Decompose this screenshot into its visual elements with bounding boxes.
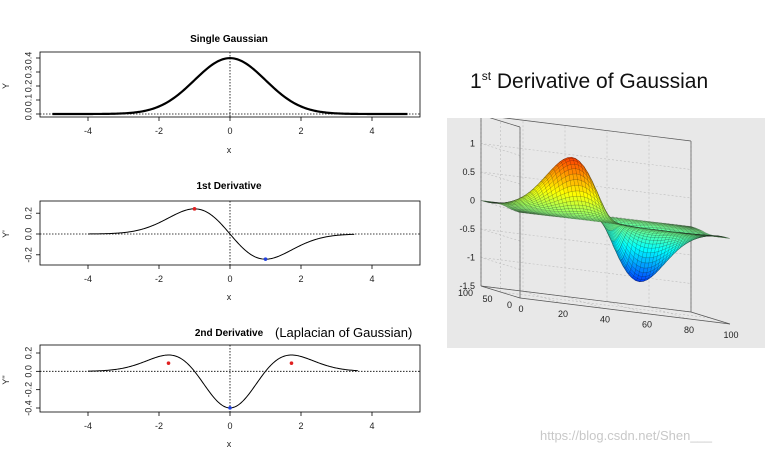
panel-title: Single Gaussian — [190, 34, 268, 45]
extremum-marker — [289, 361, 294, 365]
x-tick-label: 2 — [298, 421, 303, 431]
x-tick-label: 2 — [298, 274, 303, 284]
surface-mesh — [480, 156, 731, 282]
grid-line — [522, 290, 563, 304]
first-derivative-curve — [88, 208, 355, 260]
x-tick-label: -2 — [155, 421, 163, 431]
z-tick-label: -1 — [467, 253, 475, 263]
surface-plot: 1.5 1 0.5 0 -0.5 -1 -1.5 0 20 40 60 80 100 100 50 0 — [447, 118, 765, 348]
y-tick-label: 0.0 — [23, 228, 33, 241]
x-tick-label: 80 — [684, 325, 694, 335]
y-tick-label: 0.0 — [23, 108, 33, 121]
x-tick-label: -2 — [155, 126, 163, 136]
y-tick-label: 100 — [458, 288, 473, 298]
x-axis-label: x — [227, 292, 232, 302]
grid-line — [480, 143, 521, 156]
first-derivative-panel: 1st Derivative -4 -2 0 2 4 -0.2 0.0 0.2 x Y' — [1, 181, 421, 302]
y-tick-label: -0.2 — [23, 247, 33, 263]
y-tick-label: 0.2 — [23, 207, 33, 220]
y-axis-label: Y'' — [1, 375, 11, 385]
box-edge — [480, 285, 521, 299]
x-tick-label: 2 — [298, 126, 303, 136]
gaussian-curve — [52, 57, 408, 116]
x-tick-label: 40 — [600, 314, 610, 324]
x-tick-label: 0 — [227, 421, 232, 431]
y-tick-label: 0.2 — [23, 80, 33, 93]
x-tick-label: -2 — [155, 274, 163, 284]
title-superscript: st — [481, 69, 492, 83]
x-tick-label: 0 — [518, 304, 523, 314]
gaussian-plots: Single Gaussian -4 -2 0 2 40.00.10.20.30.4 x… — [1, 34, 421, 449]
y-axis-label: Y — [1, 83, 11, 89]
panel-title: 1st Derivative — [196, 181, 261, 192]
grid-line — [480, 257, 692, 284]
grid-line — [606, 301, 647, 314]
y-tick-label: 0 — [507, 300, 512, 310]
x-tick-label: 0 — [227, 274, 232, 284]
x-tick-label: 100 — [723, 330, 738, 340]
z-tick-label: 0 — [470, 196, 475, 206]
panel-title: 2nd Derivative — [195, 328, 264, 339]
second-derivative-curve — [87, 354, 358, 409]
surface-cell — [725, 237, 731, 239]
surface-background — [447, 118, 765, 348]
grid-line — [500, 291, 711, 319]
y-tick-label: 0.2 — [23, 347, 33, 360]
x-tick-label: 4 — [369, 421, 374, 431]
x-tick-label: -4 — [84, 421, 92, 431]
extremum-marker — [263, 257, 268, 261]
watermark: https://blog.csdn.net/Shen___ — [540, 428, 713, 443]
z-tick-label: 1 — [470, 139, 475, 149]
x-tick-label: 4 — [369, 126, 374, 136]
y-tick-label: 50 — [482, 294, 492, 304]
z-tick-label: 1.5 — [462, 118, 475, 120]
y-tick-label: 0.0 — [23, 365, 33, 378]
box-edge — [480, 285, 692, 313]
x-tick-label: -4 — [84, 274, 92, 284]
y-axis-label: Y' — [1, 230, 11, 238]
x-axis-label: x — [227, 439, 232, 449]
z-tick-label: -1.5 — [459, 281, 475, 291]
second-derivative-panel: 2nd Derivative (Laplacian of Gaussian) -… — [1, 325, 421, 449]
x-tick-label: -4 — [84, 126, 92, 136]
title-base: 1 — [470, 70, 482, 93]
extremum-marker — [192, 207, 197, 211]
extremum-marker — [166, 361, 171, 365]
single-gaussian-panel: Single Gaussian -4 -2 0 2 4 0.00.10.20.30.4 x… — [1, 34, 421, 155]
grid-line — [480, 143, 692, 170]
x-axis-label: x — [227, 145, 232, 155]
box-edge — [502, 118, 692, 142]
title-rest: Derivative of Gaussian — [491, 70, 709, 93]
x-tick-label: 20 — [558, 309, 568, 319]
laplacian-note: (Laplacian of Gaussian) — [275, 325, 412, 340]
surface-title: 1st Derivative of Gaussian — [470, 69, 709, 94]
x-tick-label: 0 — [227, 126, 232, 136]
surface-tick-labels: 1.5 1 0.5 0 -0.5 -1 -1.5 0 20 40 60 80 100 100 50 0 — [458, 118, 739, 340]
extremum-marker — [228, 406, 232, 410]
y-tick-label: -0.4 — [23, 400, 33, 416]
y-tick-label: -0.2 — [23, 382, 33, 398]
z-tick-label: -0.5 — [459, 224, 475, 234]
y-tick-label: 0.4 — [23, 52, 33, 65]
y-tick-label: 0.3 — [23, 66, 33, 79]
box-edge — [690, 311, 731, 325]
box-edge — [519, 297, 731, 325]
x-tick-label: 60 — [642, 320, 652, 330]
z-tick-label: 0.5 — [462, 167, 475, 177]
y-tick-label: 0.1 — [23, 94, 33, 107]
box-edge — [489, 118, 521, 128]
x-tick-label: 4 — [369, 274, 374, 284]
